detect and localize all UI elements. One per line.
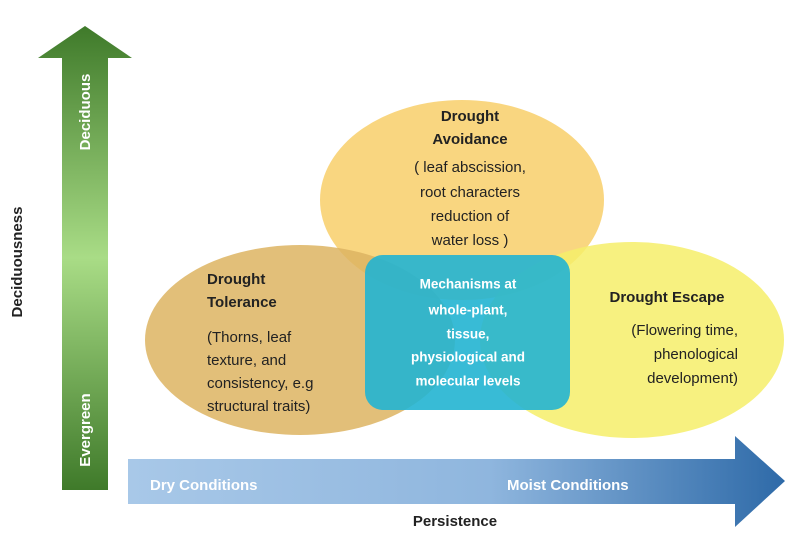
node-title: Drought	[441, 108, 499, 125]
center-text: tissue,	[447, 327, 490, 342]
center-box	[365, 255, 570, 410]
horizontal-arrow	[128, 436, 785, 527]
node-body: reduction of	[431, 208, 510, 225]
horizontal-title: Persistence	[413, 513, 497, 530]
right-label: Moist Conditions	[507, 477, 629, 494]
node-body: water loss )	[431, 232, 509, 249]
node-body: phenological	[654, 346, 738, 363]
node-body: root characters	[420, 184, 520, 201]
node-title: Avoidance	[432, 131, 507, 148]
center-text: Mechanisms at	[420, 277, 517, 292]
node-body: (Flowering time,	[631, 322, 738, 339]
vertical-title: Deciduousness	[9, 207, 26, 318]
avoidance-ellipse	[320, 100, 604, 300]
node-title: Drought Escape	[609, 289, 724, 306]
center-text: physiological and	[411, 350, 525, 365]
node-body: ( leaf abscission,	[414, 159, 526, 176]
center-text: whole-plant,	[428, 303, 508, 318]
center-text: molecular levels	[415, 374, 520, 389]
vertical-arrow	[38, 26, 132, 490]
node-body: (Thorns, leaf	[207, 329, 292, 346]
node-body: consistency, e.g	[207, 375, 313, 392]
node-body: texture, and	[207, 352, 286, 369]
top-label: Deciduous	[77, 74, 94, 151]
node-title: Drought	[207, 271, 265, 288]
left-label: Dry Conditions	[150, 477, 258, 494]
bottom-label: Evergreen	[77, 393, 94, 466]
node-body: structural traits)	[207, 398, 310, 415]
node-title: Tolerance	[207, 294, 277, 311]
node-body: development)	[647, 370, 738, 387]
